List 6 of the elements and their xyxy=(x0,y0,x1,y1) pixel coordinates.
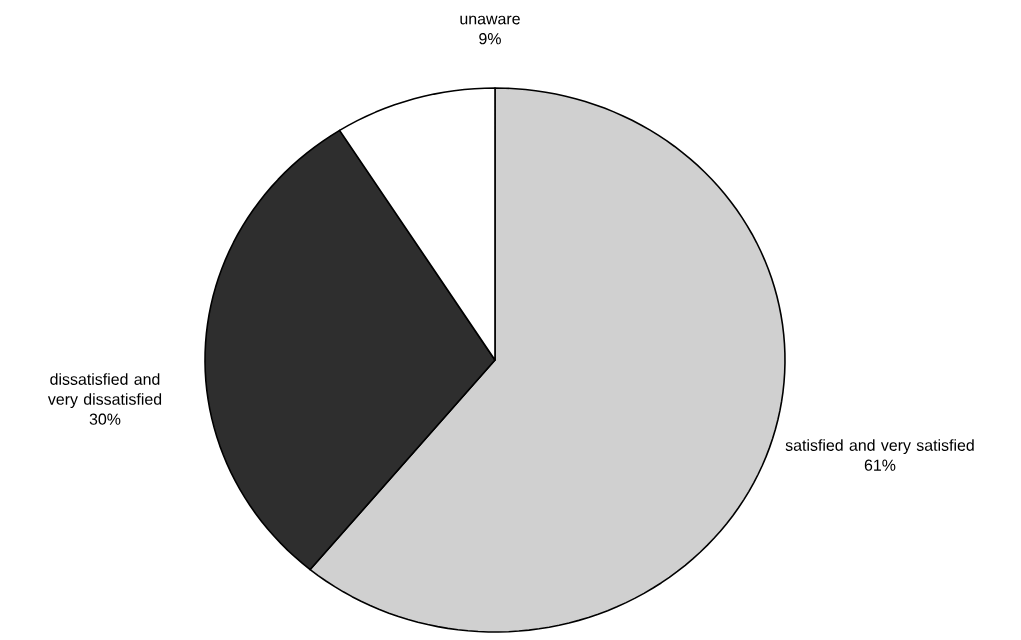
slice-label: satisfied and very satisfied xyxy=(785,439,974,455)
slice-label: dissatisfied and very dissatisfied xyxy=(47,373,162,409)
data-label: 9% xyxy=(479,33,501,45)
data-label: 30% xyxy=(89,413,121,425)
data-label: 61% xyxy=(864,459,896,471)
slice-label: unaware xyxy=(460,15,520,25)
